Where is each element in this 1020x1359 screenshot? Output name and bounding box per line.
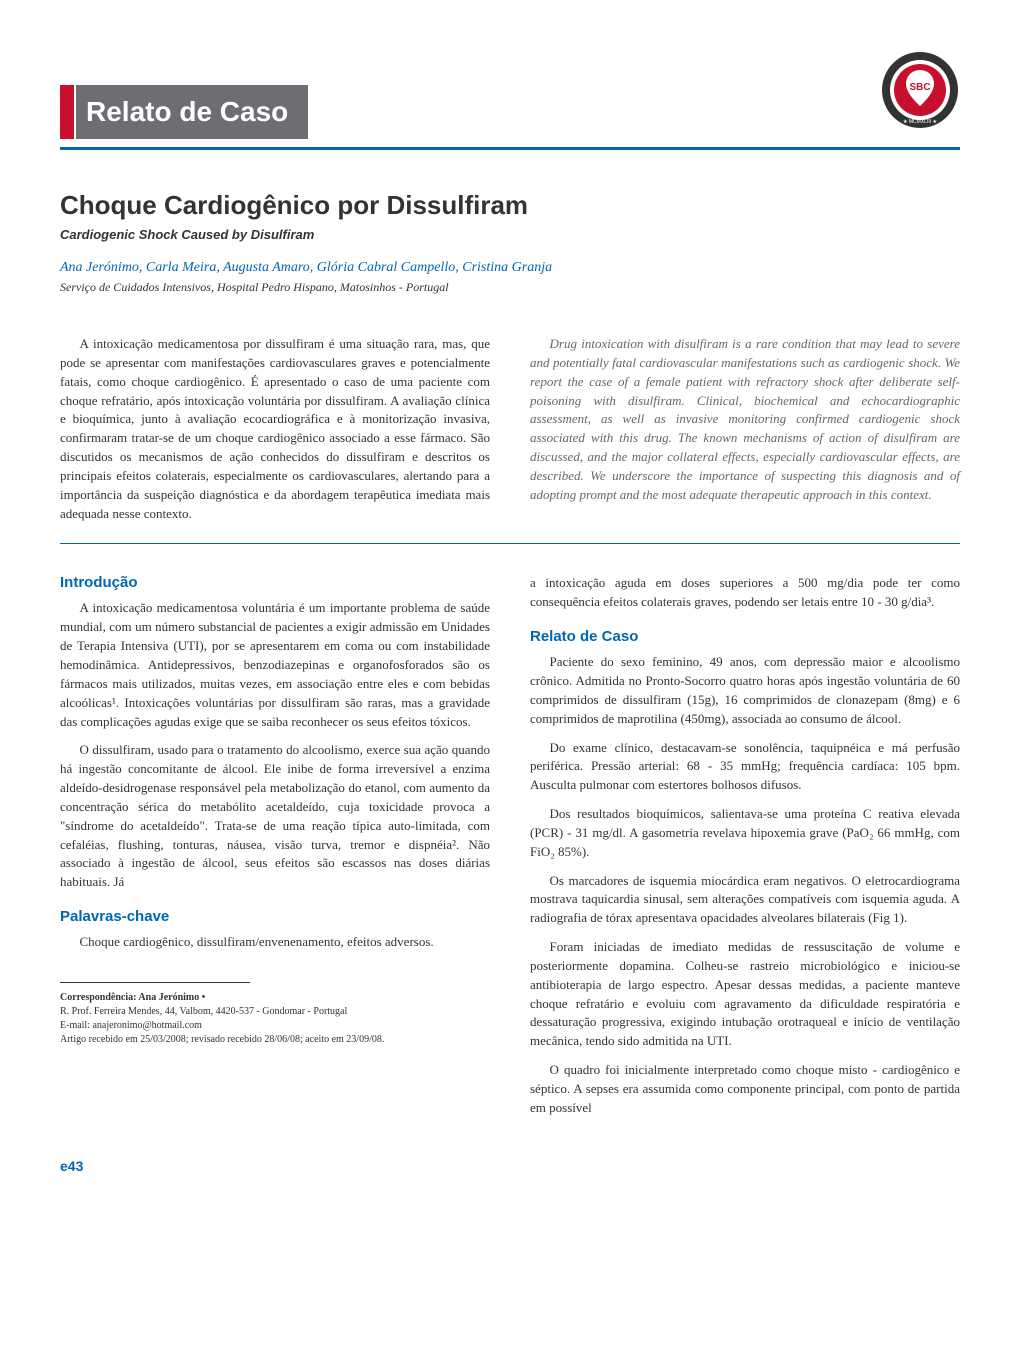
case-paragraph: Paciente do sexo feminino, 49 anos, com … bbox=[530, 653, 960, 728]
abstract-english: Drug intoxication with disulfiram is a r… bbox=[530, 335, 960, 505]
abstract-portuguese: A intoxicação medicamentosa por dissulfi… bbox=[60, 335, 490, 523]
article-subtitle-en: Cardiogenic Shock Caused by Disulfiram bbox=[60, 227, 960, 242]
intro-continuation: a intoxicação aguda em doses superiores … bbox=[530, 574, 960, 612]
correspondence-label: Correspondência: Ana Jerónimo • bbox=[60, 992, 205, 1003]
intro-heading: Introdução bbox=[60, 574, 490, 591]
page-number: e43 bbox=[60, 1158, 960, 1174]
banner-text: Relato de Caso bbox=[76, 85, 308, 139]
case-paragraph: O quadro foi inicialmente interpretado c… bbox=[530, 1061, 960, 1118]
keywords-heading: Palavras-chave bbox=[60, 908, 490, 925]
left-column: Introdução A intoxicação medicamentosa v… bbox=[60, 574, 490, 1127]
journal-logo: SBC SOCIEDADE BRASILEIRA DE CARDIOLOGIA … bbox=[880, 50, 960, 135]
case-paragraph: Do exame clínico, destacavam-se sonolênc… bbox=[530, 739, 960, 796]
case-paragraph: Dos resultados bioquímicos, salientava-s… bbox=[530, 805, 960, 862]
correspondence-address: R. Prof. Ferreira Mendes, 44, Valbom, 44… bbox=[60, 1005, 490, 1019]
case-paragraph: Os marcadores de isquemia miocárdica era… bbox=[530, 872, 960, 929]
case-paragraph: Foram iniciadas de imediato medidas de r… bbox=[530, 938, 960, 1051]
article-title: Choque Cardiogênico por Dissulfiram bbox=[60, 190, 960, 221]
banner-accent-bar bbox=[60, 85, 74, 139]
footnote-rule bbox=[60, 982, 250, 983]
correspondence-dates: Artigo recebido em 25/03/2008; revisado … bbox=[60, 1033, 490, 1047]
svg-text:★ MCMXLIII ★: ★ MCMXLIII ★ bbox=[903, 119, 937, 125]
intro-paragraph: A intoxicação medicamentosa voluntária é… bbox=[60, 599, 490, 731]
top-horizontal-rule bbox=[60, 147, 960, 150]
sbc-logo-icon: SBC SOCIEDADE BRASILEIRA DE CARDIOLOGIA … bbox=[880, 50, 960, 130]
section-banner: Relato de Caso bbox=[60, 85, 308, 139]
author-affiliation: Serviço de Cuidados Intensivos, Hospital… bbox=[60, 280, 960, 295]
intro-paragraph: O dissulfiram, usado para o tratamento d… bbox=[60, 741, 490, 892]
author-list: Ana Jerónimo, Carla Meira, Augusta Amaro… bbox=[60, 260, 960, 276]
correspondence-email: E-mail: anajeronimo@hotmail.com bbox=[60, 1019, 490, 1033]
keywords-text: Choque cardiogênico, dissulfiram/envenen… bbox=[60, 933, 490, 952]
mid-horizontal-rule bbox=[60, 543, 960, 544]
correspondence-block: Correspondência: Ana Jerónimo • R. Prof.… bbox=[60, 991, 490, 1047]
svg-text:SBC: SBC bbox=[909, 82, 930, 93]
case-report-heading: Relato de Caso bbox=[530, 628, 960, 645]
right-column: a intoxicação aguda em doses superiores … bbox=[530, 574, 960, 1127]
